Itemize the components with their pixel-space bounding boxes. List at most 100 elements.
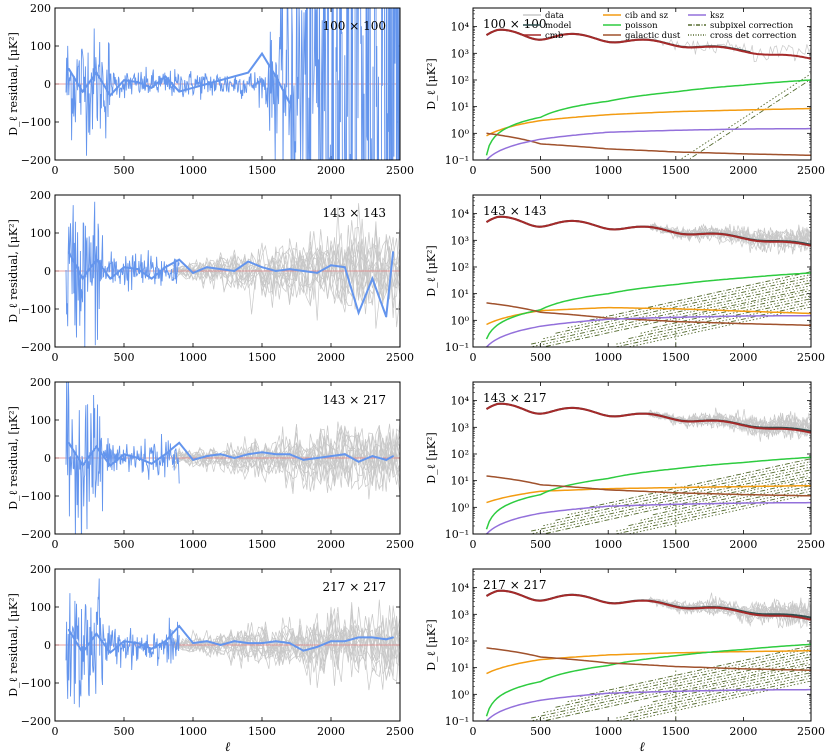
cmb-line bbox=[485, 215, 811, 247]
spectrum-panel-1: 0 500 1000 1500 2000 2500 10⁻¹ 10⁰ 10¹ 10² 10³ 10⁴ 1… bbox=[425, 194, 825, 364]
y-axis-label: D_ℓ residual, [μK²] bbox=[7, 406, 20, 510]
x-axis-label: ℓ bbox=[639, 740, 645, 753]
residual-point bbox=[302, 649, 305, 652]
cross-det-correction-line bbox=[626, 493, 811, 534]
residual-point bbox=[67, 441, 70, 444]
cmb-line bbox=[485, 402, 811, 434]
data-curve bbox=[648, 38, 811, 63]
residual-point bbox=[371, 636, 374, 639]
panel-label: 217 × 217 bbox=[323, 580, 387, 594]
spectrum-plot-area bbox=[485, 215, 811, 347]
residual-point bbox=[123, 453, 125, 456]
data-curve bbox=[172, 229, 400, 301]
data-curve bbox=[172, 221, 400, 304]
x-tick-label: 2000 bbox=[317, 351, 345, 364]
x-tick-label: 500 bbox=[114, 725, 135, 738]
residual-point bbox=[330, 640, 332, 643]
residual-point bbox=[343, 640, 346, 643]
residual-point bbox=[164, 266, 167, 269]
y-tick-label: 100 bbox=[30, 414, 51, 427]
data-curve bbox=[172, 612, 400, 674]
residual-point bbox=[316, 646, 319, 648]
cib-sz-line bbox=[486, 306, 811, 326]
panel-label: 143 × 217 bbox=[483, 391, 547, 405]
residual-point bbox=[357, 311, 360, 314]
galactic-dust-line bbox=[486, 302, 811, 327]
spectrum-plot-area bbox=[485, 402, 811, 534]
y-tick-label: 200 bbox=[30, 376, 51, 389]
x-tick-label: 500 bbox=[114, 538, 135, 551]
x-tick-label: 1000 bbox=[179, 351, 207, 364]
y-tick-label: 10¹ bbox=[451, 662, 469, 675]
subpixel-correction-line bbox=[555, 651, 810, 708]
data-curve bbox=[648, 221, 811, 252]
residual-point bbox=[274, 453, 277, 456]
spectrum-frame bbox=[472, 381, 812, 535]
x-tick-label: 2000 bbox=[729, 725, 757, 738]
residual-point bbox=[302, 459, 305, 461]
panel-label: 143 × 143 bbox=[323, 206, 387, 220]
x-axis-label: ℓ bbox=[225, 740, 231, 753]
x-tick-label: 2500 bbox=[797, 725, 825, 738]
x-tick-label: 0 bbox=[470, 725, 477, 738]
cross-det-correction-line bbox=[640, 669, 811, 708]
y-tick-label: 10² bbox=[451, 74, 469, 87]
legend-label: data bbox=[545, 11, 564, 21]
x-tick-label: 2000 bbox=[729, 164, 757, 177]
residual-point bbox=[81, 277, 84, 280]
y-tick-label: 0 bbox=[44, 265, 51, 278]
residual-point bbox=[261, 451, 263, 454]
ksz-line bbox=[485, 127, 811, 160]
poisson-line bbox=[485, 456, 811, 530]
residual-frame bbox=[54, 381, 401, 535]
residual-point bbox=[219, 79, 222, 82]
subpixel-correction-line bbox=[531, 469, 810, 532]
residual-point bbox=[233, 640, 236, 643]
y-tick-label: −100 bbox=[21, 677, 51, 690]
x-tick-label: 1500 bbox=[248, 725, 276, 738]
x-tick-label: 1000 bbox=[594, 164, 622, 177]
data-curve bbox=[172, 218, 400, 329]
y-axis-label: D_ℓ residual, [μK²] bbox=[7, 593, 20, 697]
x-tick-label: 2500 bbox=[386, 351, 414, 364]
residual-unbinned-line bbox=[65, 8, 400, 160]
x-tick-label: 500 bbox=[530, 351, 551, 364]
residual-point bbox=[316, 457, 319, 459]
residual-point bbox=[261, 266, 263, 269]
residual-plot-area bbox=[55, 382, 400, 534]
y-tick-label: 10¹ bbox=[451, 288, 469, 301]
y-tick-label: 10¹ bbox=[451, 101, 469, 114]
y-tick-label: 10⁻¹ bbox=[445, 341, 469, 354]
residual-point bbox=[302, 270, 305, 272]
legend-label: poisson bbox=[625, 21, 658, 31]
x-tick-label: 2500 bbox=[797, 351, 825, 364]
panel-label: 143 × 143 bbox=[483, 204, 547, 218]
y-tick-label: −200 bbox=[21, 341, 51, 354]
residual-point bbox=[219, 453, 222, 456]
ksz-line bbox=[485, 314, 811, 347]
subpixel-correction-line bbox=[531, 656, 810, 719]
subpixel-correction-line bbox=[628, 485, 810, 527]
residual-point bbox=[330, 455, 332, 457]
y-tick-label: 10³ bbox=[451, 47, 469, 60]
subpixel-correction-line bbox=[541, 475, 810, 534]
residual-plot-area bbox=[55, 8, 400, 160]
y-axis-label: D_ℓ [μK²] bbox=[425, 58, 438, 109]
subpixel-correction-line bbox=[579, 645, 810, 697]
x-tick-label: 2000 bbox=[729, 351, 757, 364]
x-tick-label: 2000 bbox=[317, 538, 345, 551]
subpixel-correction-line bbox=[687, 78, 811, 160]
subpixel-correction-line bbox=[579, 458, 810, 510]
residual-panel-3: 0 500 1000 1500 2000 2500 −200 −100 0 100 200 217 ×… bbox=[7, 563, 414, 753]
residual-frame bbox=[54, 7, 401, 161]
residual-point bbox=[385, 459, 388, 461]
x-tick-label: 1000 bbox=[179, 538, 207, 551]
x-tick-label: 2500 bbox=[797, 164, 825, 177]
residual-point bbox=[95, 632, 98, 635]
y-axis-label: D_ℓ residual, [μK²] bbox=[7, 32, 20, 136]
cross-det-correction-line bbox=[528, 472, 811, 534]
residual-point bbox=[67, 628, 70, 631]
residual-point bbox=[357, 636, 360, 639]
residual-point bbox=[261, 52, 263, 55]
